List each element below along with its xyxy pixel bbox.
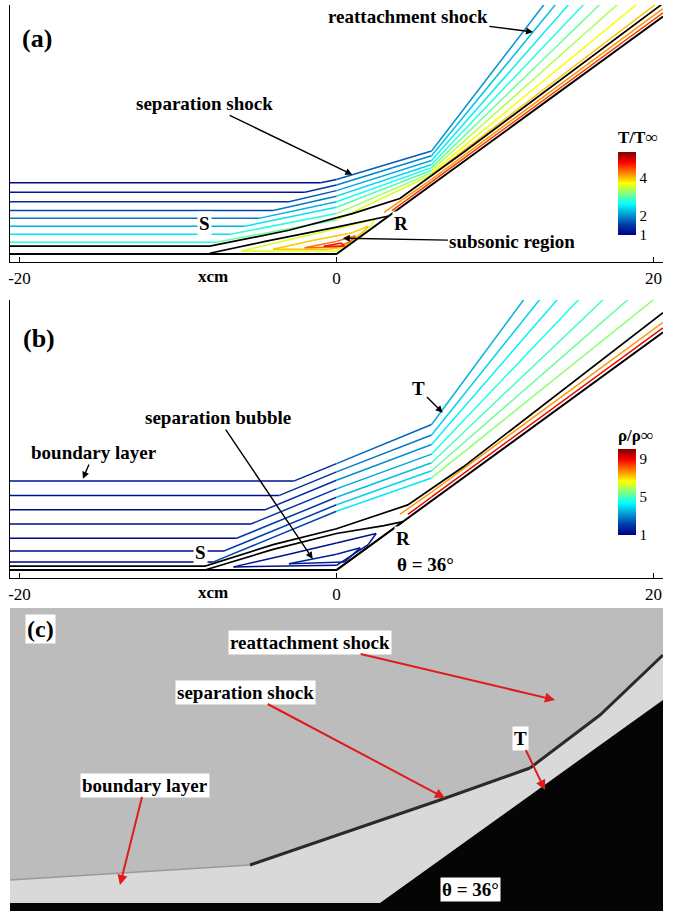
- svg-text:2: 2: [640, 208, 648, 224]
- svg-text:S: S: [195, 542, 206, 563]
- svg-text:0: 0: [332, 269, 341, 288]
- svg-text:0: 0: [332, 585, 341, 604]
- svg-text:reattachment shock: reattachment shock: [328, 6, 488, 27]
- svg-text:θ = 36°: θ = 36°: [397, 554, 454, 575]
- svg-text:separation bubble: separation bubble: [145, 407, 291, 428]
- svg-text:T: T: [412, 378, 425, 399]
- svg-text:ρ/ρ∞: ρ/ρ∞: [618, 426, 653, 445]
- svg-text:1: 1: [640, 227, 648, 243]
- svg-text:subsonic region: subsonic region: [449, 231, 575, 252]
- svg-text:(c): (c): [27, 616, 54, 642]
- svg-text:separation shock: separation shock: [177, 682, 314, 703]
- svg-text:R: R: [394, 213, 408, 234]
- svg-text:(b): (b): [23, 324, 55, 353]
- svg-text:T: T: [514, 728, 527, 749]
- svg-text:reattachment shock: reattachment shock: [230, 632, 390, 653]
- svg-text:separation shock: separation shock: [136, 93, 273, 114]
- svg-text:-20: -20: [8, 585, 31, 604]
- svg-text:5: 5: [640, 489, 648, 505]
- svg-text:R: R: [396, 528, 410, 549]
- svg-text:xcm: xcm: [198, 583, 228, 602]
- svg-text:(a): (a): [22, 24, 52, 53]
- svg-text:S: S: [199, 213, 210, 234]
- svg-text:20: 20: [645, 269, 662, 288]
- svg-text:20: 20: [645, 585, 662, 604]
- svg-text:T/T∞: T/T∞: [618, 128, 658, 147]
- svg-text:xcm: xcm: [198, 267, 228, 286]
- svg-text:boundary layer: boundary layer: [82, 775, 208, 796]
- svg-text:-20: -20: [8, 269, 31, 288]
- svg-text:θ = 36°: θ = 36°: [442, 879, 499, 900]
- svg-text:boundary layer: boundary layer: [31, 442, 157, 463]
- svg-text:1: 1: [640, 527, 648, 543]
- svg-text:4: 4: [640, 170, 648, 186]
- svg-text:9: 9: [640, 451, 648, 467]
